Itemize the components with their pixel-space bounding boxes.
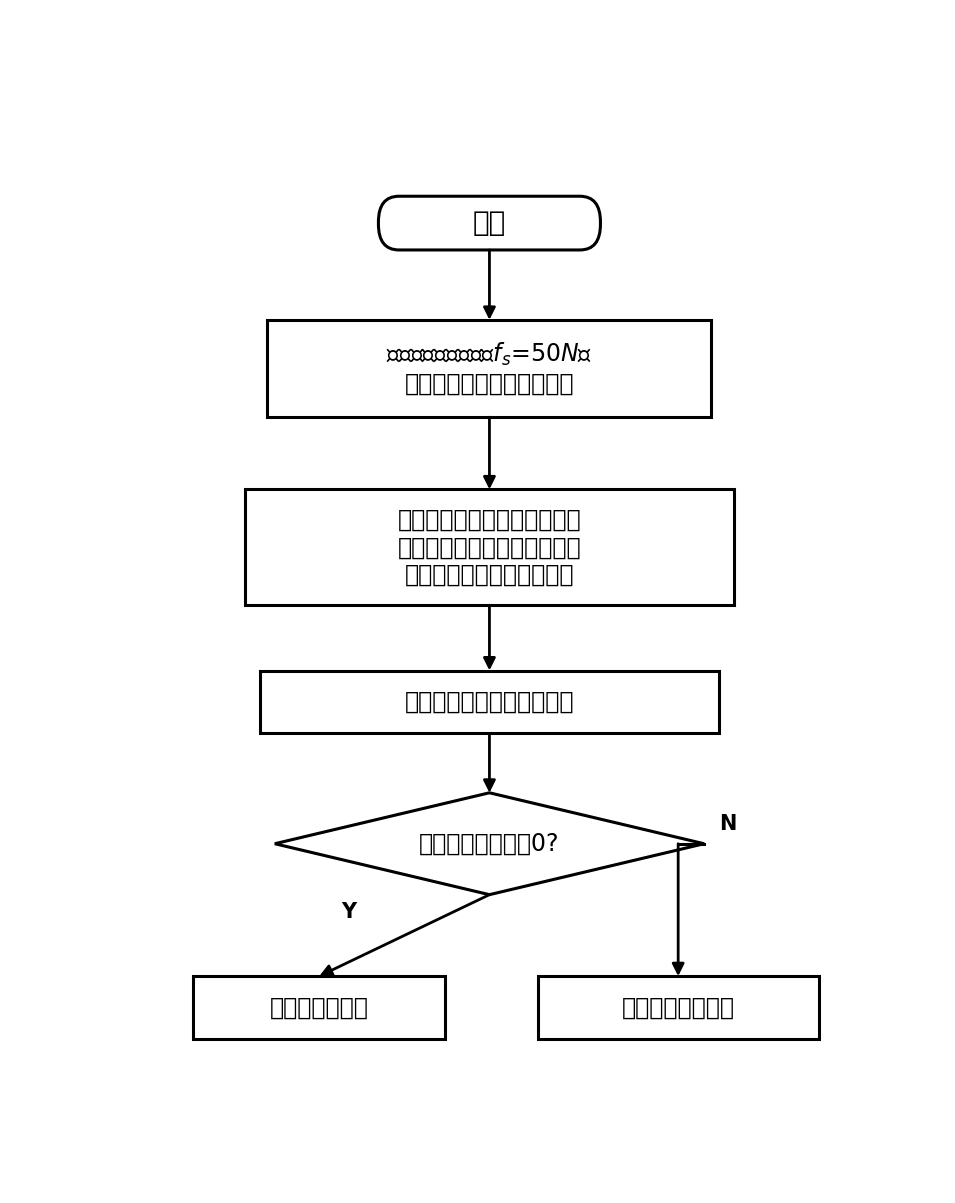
Text: 开始: 开始 [473, 209, 506, 237]
Bar [260, 670, 719, 734]
Text: 计算此数据序列的偏态系数: 计算此数据序列的偏态系数 [405, 691, 574, 715]
Polygon shape [275, 793, 704, 895]
Text: Y: Y [342, 902, 356, 921]
Text: 对采样数据先做差分运算，再
取绝对値，最后取最新一个周
期的数据形成新的数据序列: 对采样数据先做差分运算，再 取绝对値，最后取最新一个周 期的数据形成新的数据序列 [397, 508, 582, 587]
Text: 判定为励磁涌流: 判定为励磁涌流 [269, 996, 369, 1020]
Text: 以设定的采样频率（$f_s$=50$N$赫
兹）对变压器差动电流采样: 以设定的采样频率（$f_s$=50$N$赫 兹）对变压器差动电流采样 [386, 340, 593, 396]
Text: 判定不为励磁涌流: 判定不为励磁涌流 [622, 996, 734, 1020]
FancyBboxPatch shape [378, 196, 601, 250]
Bar [267, 320, 711, 417]
Bar [538, 976, 818, 1039]
Bar [245, 490, 733, 605]
Text: 偏态系数是否大万0?: 偏态系数是否大万0? [419, 831, 560, 855]
Bar [193, 976, 445, 1039]
Text: N: N [719, 814, 736, 835]
